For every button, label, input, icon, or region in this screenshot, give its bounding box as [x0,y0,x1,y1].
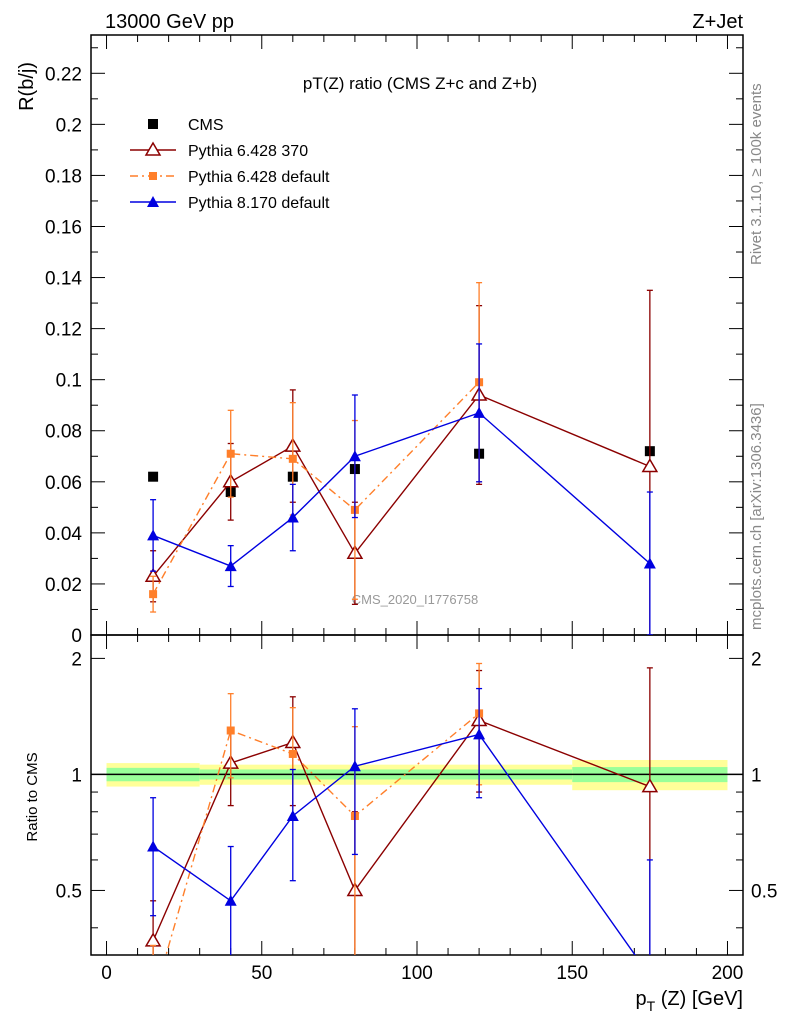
ratio-data-point [641,778,659,793]
x-tick-label: 0 [101,963,112,984]
ratio-panel-frame [90,634,744,956]
ratio-series-3 [147,687,656,981]
main-series-1 [144,289,659,635]
ratio-data-point [226,726,235,735]
y-tick-label: 0.12 [45,320,82,341]
legend-marker-3 [147,196,159,207]
y-tick-label: 0 [71,626,82,647]
x-axis-label-rest: (Z) [GeV] [655,988,743,1010]
x-axis-label-main: p [636,988,647,1010]
main-data-point [288,454,297,463]
main-series-line [152,394,651,577]
legend-marker-2 [149,172,157,180]
y-tick-label: 0.18 [45,166,82,187]
main-series-3 [147,343,656,635]
legend-label-1: Pythia 6.428 370 [188,143,308,160]
y-axis-label: R(b/j) [16,62,38,111]
rivet-version-label: Rivet 3.1.10, ≥ 100k events [748,83,765,265]
ratio-data-point [224,894,237,906]
x-tick-label: 200 [712,963,744,984]
ratio-series-group [144,662,659,1004]
x-tick-label: 50 [251,963,272,984]
y-tick-label: 0.14 [45,269,82,290]
ratio-data-point [286,810,299,822]
ratio-tick-label-right: 2 [751,649,762,670]
chart-title: pT(Z) ratio (CMS Z+c and Z+b) [303,74,537,93]
x-axis-ticks: 0 50 100 150 200 [101,35,743,984]
legend-label-0: CMS [188,117,224,134]
y-tick-label: 0.1 [56,371,82,392]
header-right-label: Z+Jet [692,11,743,33]
ratio-data-point [144,932,162,947]
legend: CMS Pythia 6.428 370 Pythia 6.428 default P… [130,117,330,212]
ratio-axis-ticks: 0.5 0.5 1 1 2 2 [56,649,777,929]
mcplots-credit-label: mcplots.cern.ch [arXiv:1306.3436] [748,403,765,630]
y-tick-label: 0.04 [45,524,82,545]
ratio-tick-label-right: 0.5 [751,881,777,902]
y-tick-label: 0.2 [56,115,82,136]
main-data-point [473,406,486,418]
main-series-group [144,282,659,635]
main-series-2 [149,282,484,613]
main-data-point [641,458,659,473]
ratio-tick-label-left: 0.5 [56,881,82,902]
ratio-data-point [473,728,486,740]
main-data-point [147,529,160,541]
main-data-point [226,449,235,458]
legend-label-3: Pythia 8.170 default [188,195,330,212]
ratio-tick-label-right: 1 [751,765,762,786]
main-data-point [149,590,158,599]
y-tick-label: 0.16 [45,217,82,238]
legend-marker-0 [148,119,158,129]
main-series-line [152,381,480,595]
y-tick-label: 0.02 [45,575,82,596]
main-series-line [152,412,651,567]
y-axis-ticks: 0 0.02 0.04 0.06 0.08 0.1 0.12 0.14 0.16 0.18 0.2 0… [45,47,743,647]
main-data-point [148,471,159,482]
ratio-tick-label-left: 1 [71,765,82,786]
x-tick-label: 150 [556,963,588,984]
main-data-point [286,511,299,523]
y-tick-label: 0.22 [45,64,82,85]
main-data-point [643,557,656,569]
ratio-data-point [644,970,656,981]
ratio-series-1 [144,667,659,955]
main-data-point [224,560,237,572]
legend-marker-1 [144,141,162,156]
ratio-series-line [152,719,651,942]
ratio-data-point [288,749,297,758]
analysis-watermark: CMS_2020_I1776758 [352,592,479,607]
y-tick-label: 0.08 [45,422,82,443]
header-left-label: 13000 GeV pp [105,11,234,33]
ratio-series-line [165,712,480,955]
ratio-series-line [152,733,636,955]
x-axis-label: pT (Z) [GeV] [636,988,743,1014]
ratio-data-point [348,760,361,772]
ratio-tick-label-left: 2 [71,649,82,670]
x-axis-label-subscript: T [647,998,656,1014]
ratio-axis-label: Ratio to CMS [24,752,41,841]
legend-label-2: Pythia 6.428 default [188,169,330,186]
ratio-data-point [147,840,160,852]
x-tick-label: 100 [401,963,433,984]
ratio-data-point [149,996,157,1004]
main-data-point [348,450,361,462]
y-tick-label: 0.06 [45,473,82,494]
